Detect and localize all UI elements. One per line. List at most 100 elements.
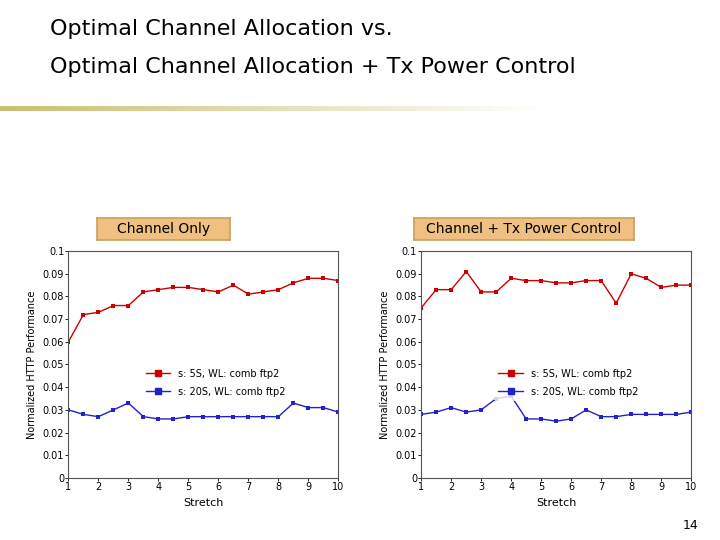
Bar — [97, 106, 103, 111]
Bar — [16, 106, 22, 111]
Bar — [173, 106, 179, 111]
Bar — [92, 106, 97, 111]
Bar — [492, 106, 497, 111]
Bar — [421, 106, 426, 111]
Bar — [518, 106, 523, 111]
Bar — [329, 106, 335, 111]
Bar — [497, 106, 503, 111]
Bar — [140, 106, 145, 111]
Bar — [253, 106, 259, 111]
Bar — [470, 106, 475, 111]
Bar — [529, 106, 534, 111]
Bar — [275, 106, 281, 111]
Bar — [108, 106, 114, 111]
Bar — [486, 106, 491, 111]
Text: Channel Only: Channel Only — [117, 222, 210, 236]
Bar — [43, 106, 49, 111]
Bar — [335, 106, 340, 111]
Bar — [11, 106, 16, 111]
Bar — [65, 106, 71, 111]
Bar — [194, 106, 200, 111]
Bar — [22, 106, 27, 111]
Bar — [86, 106, 92, 111]
Bar — [313, 106, 318, 111]
Bar — [324, 106, 329, 111]
Bar — [76, 106, 81, 111]
Text: Optimal Channel Allocation + Tx Power Control: Optimal Channel Allocation + Tx Power Co… — [50, 57, 576, 77]
Bar — [508, 106, 513, 111]
Bar — [346, 106, 351, 111]
Y-axis label: Normalized HTTP Performance: Normalized HTTP Performance — [380, 291, 390, 438]
Bar — [200, 106, 205, 111]
Bar — [464, 106, 469, 111]
Bar — [400, 106, 405, 111]
Bar — [448, 106, 454, 111]
Bar — [54, 106, 59, 111]
Bar — [238, 106, 243, 111]
Bar — [216, 106, 222, 111]
Bar — [189, 106, 194, 111]
Bar — [287, 106, 292, 111]
Bar — [184, 106, 189, 111]
Bar — [125, 106, 130, 111]
Bar — [38, 106, 43, 111]
Bar — [130, 106, 135, 111]
Bar — [81, 106, 86, 111]
Bar — [534, 106, 540, 111]
Bar — [454, 106, 459, 111]
Bar — [367, 106, 373, 111]
Bar — [222, 106, 227, 111]
Bar — [395, 106, 400, 111]
Bar — [32, 106, 38, 111]
Bar — [351, 106, 356, 111]
Text: 14: 14 — [683, 519, 698, 532]
Bar — [27, 106, 32, 111]
Bar — [49, 106, 54, 111]
X-axis label: Stretch: Stretch — [183, 498, 224, 508]
Bar — [232, 106, 238, 111]
Bar — [0, 106, 6, 111]
Bar — [135, 106, 140, 111]
Bar — [157, 106, 162, 111]
Bar — [362, 106, 367, 111]
Bar — [179, 106, 184, 111]
Bar — [248, 106, 253, 111]
Bar — [265, 106, 270, 111]
Bar — [6, 106, 11, 111]
Bar — [307, 106, 313, 111]
Bar — [114, 106, 119, 111]
Text: Channel + Tx Power Control: Channel + Tx Power Control — [426, 222, 621, 236]
Bar — [281, 106, 287, 111]
Bar — [416, 106, 421, 111]
Bar — [405, 106, 410, 111]
Text: Optimal Channel Allocation vs.: Optimal Channel Allocation vs. — [50, 19, 393, 39]
Bar — [426, 106, 432, 111]
Bar — [523, 106, 529, 111]
Bar — [443, 106, 448, 111]
Bar — [59, 106, 65, 111]
Bar — [205, 106, 210, 111]
Bar — [270, 106, 275, 111]
Bar — [297, 106, 302, 111]
Bar — [340, 106, 346, 111]
Bar — [481, 106, 486, 111]
Legend: s: 5S, WL: comb ftp2, s: 20S, WL: comb ftp2: s: 5S, WL: comb ftp2, s: 20S, WL: comb f… — [141, 364, 290, 401]
Bar — [513, 106, 518, 111]
Bar — [145, 106, 151, 111]
Bar — [167, 106, 173, 111]
Bar — [162, 106, 167, 111]
Bar — [378, 106, 383, 111]
Bar — [151, 106, 157, 111]
Bar — [459, 106, 464, 111]
Bar — [475, 106, 481, 111]
Bar — [119, 106, 125, 111]
Bar — [432, 106, 438, 111]
Bar — [302, 106, 307, 111]
Bar — [243, 106, 248, 111]
Bar — [259, 106, 265, 111]
Bar — [383, 106, 389, 111]
Y-axis label: Normalized HTTP Performance: Normalized HTTP Performance — [27, 291, 37, 438]
Bar — [503, 106, 508, 111]
Bar — [318, 106, 324, 111]
X-axis label: Stretch: Stretch — [536, 498, 577, 508]
